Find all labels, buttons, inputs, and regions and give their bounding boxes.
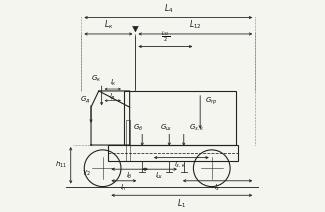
Text: $l_д$: $l_д$ [109,91,116,102]
Text: $\gamma_2$: $\gamma_2$ [82,169,91,178]
Text: $l_б$: $l_б$ [126,171,133,181]
Text: $\frac{L_{12}}{2}$: $\frac{L_{12}}{2}$ [161,29,170,45]
Text: $L_{12}$: $L_{12}$ [189,19,202,31]
Text: $G_{гр}$: $G_{гр}$ [205,95,218,107]
Text: $L_к$: $L_к$ [104,19,113,31]
Text: $G_д$: $G_д$ [80,93,90,105]
Text: $G_{з.к}$: $G_{з.к}$ [188,123,204,133]
Bar [126,120,130,160]
Text: $h_{11}$: $h_{11}$ [55,160,67,170]
Text: $L_1$: $L_1$ [177,197,186,210]
Text: $l_к$: $l_к$ [110,78,117,88]
Text: $l_з$: $l_з$ [214,183,221,193]
Text: $G_б$: $G_б$ [133,123,143,133]
Text: $G_к$: $G_к$ [91,74,101,85]
Text: $G_ш$: $G_ш$ [160,123,171,133]
Bar [124,91,236,145]
Text: $l_ш$: $l_ш$ [155,171,164,181]
Polygon shape [133,26,138,32]
Text: $l_п$: $l_п$ [120,183,127,193]
Bar [109,145,238,160]
Text: $l_{з.к}$: $l_{з.к}$ [174,160,186,170]
Text: $L_4$: $L_4$ [164,2,173,15]
